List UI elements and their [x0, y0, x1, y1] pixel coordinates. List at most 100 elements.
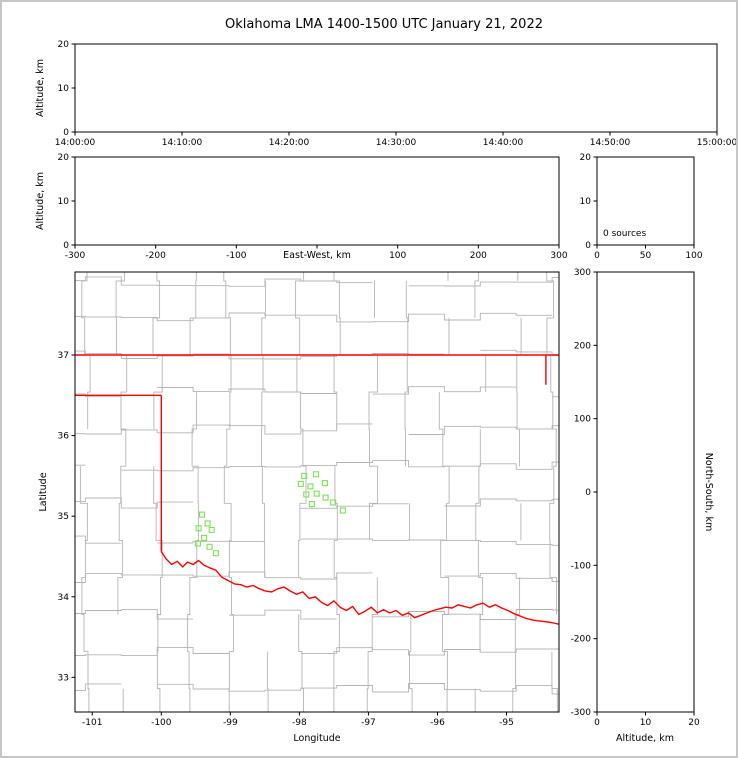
- tick-label: -100: [151, 718, 172, 728]
- lma-station-marker: [321, 480, 328, 487]
- county-line: [474, 272, 480, 318]
- tick-label: 0: [594, 251, 600, 261]
- county-line: [516, 317, 522, 467]
- tick-label: 15:00:00: [697, 138, 738, 148]
- county-line: [157, 387, 337, 394]
- county-line: [152, 272, 163, 430]
- county-line: [229, 609, 337, 620]
- tick-label: 300: [574, 268, 591, 278]
- tick-label: 100: [574, 415, 591, 425]
- lma-station-marker: [330, 499, 337, 506]
- county-line: [75, 423, 373, 435]
- tick-label: -95: [499, 718, 514, 728]
- county-line: [266, 651, 269, 712]
- lma-station-marker: [322, 494, 329, 501]
- ewheight-xlabel: East-West, km: [283, 250, 351, 261]
- county-line: [189, 272, 197, 355]
- tick-label: 0: [585, 488, 591, 498]
- county-line: [295, 272, 307, 578]
- tick-label: -97: [361, 718, 376, 728]
- tick-label: 50: [640, 251, 652, 261]
- lma-station-marker: [313, 490, 320, 497]
- lma-station-marker: [312, 471, 320, 478]
- tick-label: 14:00:00: [55, 138, 96, 148]
- county-line: [300, 538, 559, 546]
- tick-label: 0: [63, 128, 69, 138]
- tick-label: -300: [571, 708, 592, 718]
- lma-station-marker: [201, 534, 208, 541]
- tick-label: 37: [58, 351, 69, 361]
- panel-time-height: [74, 43, 718, 133]
- tick-label: 36: [58, 432, 70, 442]
- tick-label: -96: [430, 718, 445, 728]
- tick-label: 10: [640, 718, 652, 728]
- lma-station-marker: [204, 520, 211, 527]
- tick-label: 0: [63, 241, 69, 251]
- tick-label: 300: [550, 251, 567, 261]
- county-line: [368, 355, 379, 541]
- county-line: [301, 239, 573, 248]
- tick-label: 10: [580, 197, 592, 207]
- panel-ew-height: [74, 156, 560, 246]
- map-ylabel: Latitude: [38, 472, 49, 511]
- tick-label: 14:30:00: [376, 138, 417, 148]
- tick-label: 14:20:00: [269, 138, 310, 148]
- tick-label: -101: [82, 718, 102, 728]
- ewheight-ylabel: Altitude, km: [35, 172, 46, 230]
- county-line: [223, 272, 234, 712]
- county-line: [115, 272, 128, 615]
- county-line: [404, 280, 409, 467]
- tick-label: -100: [226, 251, 247, 261]
- tick-label: 200: [574, 341, 591, 351]
- county-line: [298, 614, 304, 712]
- tick-label: 33: [58, 673, 69, 683]
- county-line: [300, 647, 559, 656]
- county-line: [75, 497, 194, 509]
- county-line: [366, 577, 378, 712]
- county-line: [438, 392, 450, 712]
- county-line: [408, 277, 559, 287]
- lma-station-marker: [297, 480, 304, 487]
- lma-station-marker: [308, 501, 315, 508]
- tick-label: 10: [58, 84, 70, 94]
- chart-title: Oklahoma LMA 1400-1500 UTC January 21, 2…: [225, 17, 543, 32]
- county-line: [372, 386, 517, 395]
- tick-label: 35: [58, 512, 69, 522]
- county-line: [261, 280, 266, 578]
- county-line: [300, 503, 409, 509]
- lma-station-marker: [194, 540, 201, 547]
- lma-station-marker: [339, 507, 346, 514]
- panel-ns-height: [596, 271, 695, 713]
- lma-station-marker: [212, 550, 219, 557]
- tick-label: 0: [594, 718, 600, 728]
- county-line: [408, 425, 559, 435]
- tick-label: 100: [389, 251, 406, 261]
- county-line: [157, 540, 265, 544]
- county-line: [153, 466, 163, 712]
- county-line: [551, 651, 558, 712]
- county-line: [75, 571, 373, 583]
- lma-station-marker: [303, 491, 310, 498]
- lma-station-marker: [195, 525, 202, 532]
- tick-label: -200: [145, 251, 166, 261]
- county-line: [121, 460, 559, 472]
- tick-label: -98: [292, 718, 307, 728]
- lma-station-marker: [301, 472, 308, 479]
- county-line: [157, 683, 559, 695]
- lma-station-marker: [206, 543, 213, 550]
- tick-label: 20: [580, 153, 592, 163]
- lma-station-marker: [208, 526, 215, 533]
- county-line: [512, 577, 521, 712]
- tick-label: 200: [470, 251, 487, 261]
- county-line: [75, 535, 122, 544]
- tick-label: 20: [58, 153, 70, 163]
- county-line: [79, 466, 90, 712]
- map-layers: [75, 239, 573, 712]
- county-line: [409, 614, 413, 712]
- tick-label: 14:10:00: [162, 138, 203, 148]
- county-line: [85, 242, 265, 247]
- county-line: [75, 276, 373, 287]
- county-line: [187, 392, 199, 712]
